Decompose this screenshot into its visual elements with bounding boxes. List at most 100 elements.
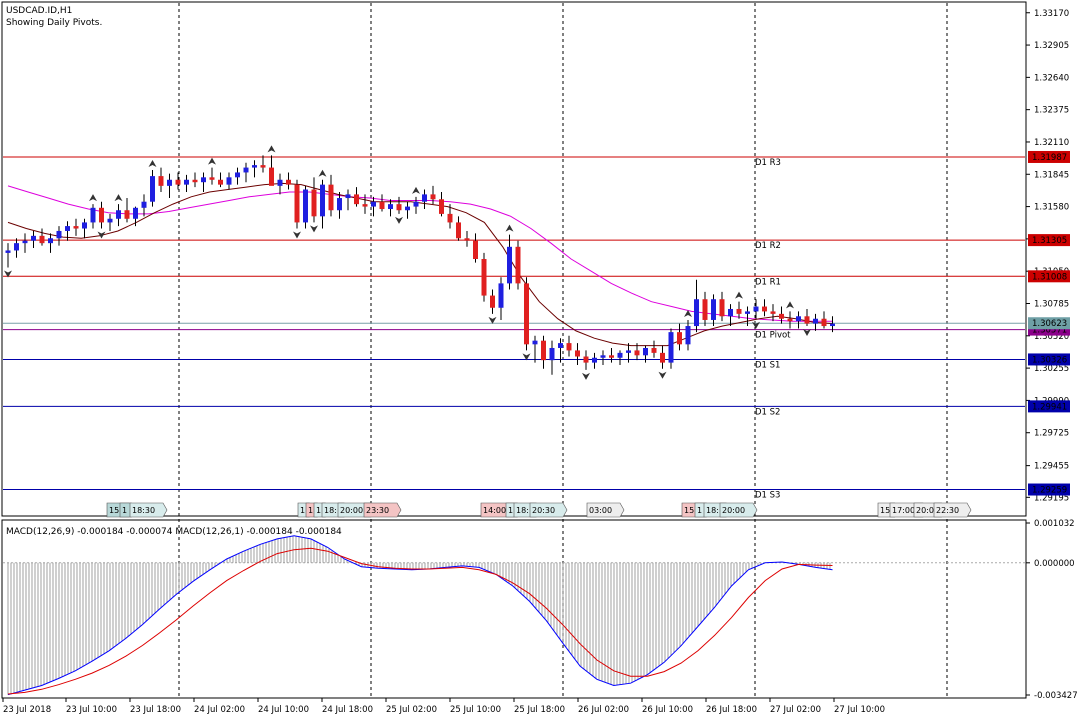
candle-body-37 [320, 184, 325, 217]
candle-body-9 [82, 222, 87, 229]
candle-body-18 [158, 176, 164, 186]
session-label-6: 18: [324, 506, 337, 515]
candle-body-95 [813, 318, 818, 324]
candle-body-61 [524, 283, 529, 345]
candle-body-96 [821, 318, 827, 327]
pivot-label-6: D1 S3 [755, 491, 780, 501]
time-tick-label-11: 26 Jul 18:00 [706, 705, 757, 715]
time-tick-label-2: 23 Jul 18:00 [130, 705, 181, 715]
candle-body-33 [286, 179, 291, 185]
price-tick-label-2: 1.32640 [1034, 73, 1069, 83]
session-label-8: 23:30 [366, 506, 389, 515]
fractal-up-10 [786, 301, 794, 309]
main-chart-frame[interactable] [1, 1, 1027, 517]
time-tick-label-0: 23 Jul 2018 [3, 705, 51, 715]
macd-panel-frame[interactable] [1, 519, 1027, 699]
candle-body-35 [303, 189, 308, 223]
fractal-up-2 [148, 160, 157, 168]
price-tick-label-1: 1.32905 [1034, 41, 1069, 51]
session-label-11: 18: [516, 506, 529, 515]
candle-body-88 [753, 306, 759, 312]
pivot-tag-bg-0 [1028, 150, 1070, 163]
session-label-20: 20:0 [916, 506, 934, 515]
price-tick-label-4: 1.32110 [1034, 138, 1069, 148]
candle-body-42 [362, 204, 368, 207]
session-label-13: 03:00 [589, 506, 612, 515]
candle-body-16 [141, 201, 147, 208]
candle-body-46 [396, 204, 402, 211]
session-box-13 [586, 502, 625, 518]
session-labels: 15: 1 18:30 1 1 1 18: 20:00 23:30 14:00 1 18: 20:30 0… [106, 502, 972, 518]
fractal-up-6 [412, 186, 420, 194]
fractal-down-4 [395, 216, 403, 224]
session-box-8 [363, 502, 402, 518]
candle-body-3 [31, 235, 36, 241]
session-label-12: 20:30 [532, 506, 555, 515]
fractal-down-5 [488, 316, 497, 324]
candle-body-92 [787, 318, 793, 322]
candle-body-79 [677, 332, 682, 345]
pivot-tag-text-5: 1.29941 [1032, 402, 1067, 412]
price-tick-label-10: 1.30520 [1034, 332, 1069, 342]
fractal-up-9 [735, 291, 743, 299]
candle-body-66 [566, 343, 572, 351]
candle-body-62 [532, 340, 538, 345]
price-tick-label-3: 1.32375 [1034, 106, 1069, 116]
candle-body-36 [311, 189, 317, 217]
candle-body-47 [405, 206, 410, 211]
pivot-tag-text-3: 1.30571 [1032, 326, 1067, 336]
candle-body-91 [779, 313, 784, 319]
session-box-21 [933, 502, 972, 518]
session-label-10: 1 [508, 506, 513, 515]
pivot-tag-bg-6 [1028, 483, 1070, 496]
candle-body-76 [651, 347, 657, 353]
candle-body-30 [260, 165, 266, 168]
candle-body-78 [668, 332, 674, 363]
candle-body-12 [107, 218, 113, 223]
candle-body-53 [456, 222, 461, 239]
time-tick-label-13: 27 Jul 10:00 [834, 705, 885, 715]
candle-body-13 [116, 210, 121, 219]
candle-body-52 [447, 213, 453, 223]
candle-body-56 [481, 259, 487, 296]
candle-body-0 [5, 250, 11, 253]
current-price-tag-bg [1028, 317, 1070, 330]
candle-body-49 [422, 194, 427, 202]
fractal-up-8 [684, 309, 692, 317]
candle-body-17 [150, 176, 155, 202]
pivot-subtitle: Showing Daily Pivots. [6, 18, 102, 28]
pivot-label-4: D1 S1 [755, 360, 780, 370]
pivot-label-5: D1 S2 [755, 407, 780, 417]
candle-body-6 [56, 230, 62, 239]
candle-body-77 [660, 352, 665, 363]
candle-body-22 [192, 179, 198, 183]
candle-body-2 [22, 240, 28, 244]
fractal-down-6 [522, 353, 531, 361]
session-label-21: 22:30 [936, 506, 959, 515]
fractal-down-7 [582, 372, 590, 380]
candle-body-94 [804, 316, 810, 324]
fractal-up-0 [89, 194, 97, 202]
fractal-down-10 [803, 329, 811, 337]
signal-line [7, 547, 833, 695]
candle-body-10 [90, 207, 96, 223]
time-tick-label-8: 25 Jul 18:00 [514, 705, 565, 715]
price-tick-label-5: 1.31845 [1034, 170, 1069, 180]
candle-body-67 [575, 350, 580, 357]
pivot-levels: D1 R3 D1 R2 D1 R1 D1 Pivot D1 S1 D1 S2 D1 S3 [3, 156, 1025, 501]
candle-body-55 [473, 240, 478, 259]
candle-body-7 [65, 226, 70, 231]
candle-body-39 [337, 198, 342, 211]
candle-body-15 [133, 207, 138, 219]
candle-body-48 [413, 201, 419, 207]
candle-body-11 [99, 207, 104, 223]
candle-body-28 [243, 167, 249, 173]
fractal-down-2 [293, 231, 301, 239]
time-tick-label-4: 24 Jul 10:00 [258, 705, 309, 715]
pivot-label-1: D1 R2 [755, 241, 781, 251]
session-label-19: 17:00 [892, 506, 915, 515]
candle-body-14 [124, 210, 130, 219]
price-tick-label-9: 1.30785 [1034, 299, 1069, 309]
pivot-tag-text-2: 1.31008 [1032, 272, 1067, 282]
